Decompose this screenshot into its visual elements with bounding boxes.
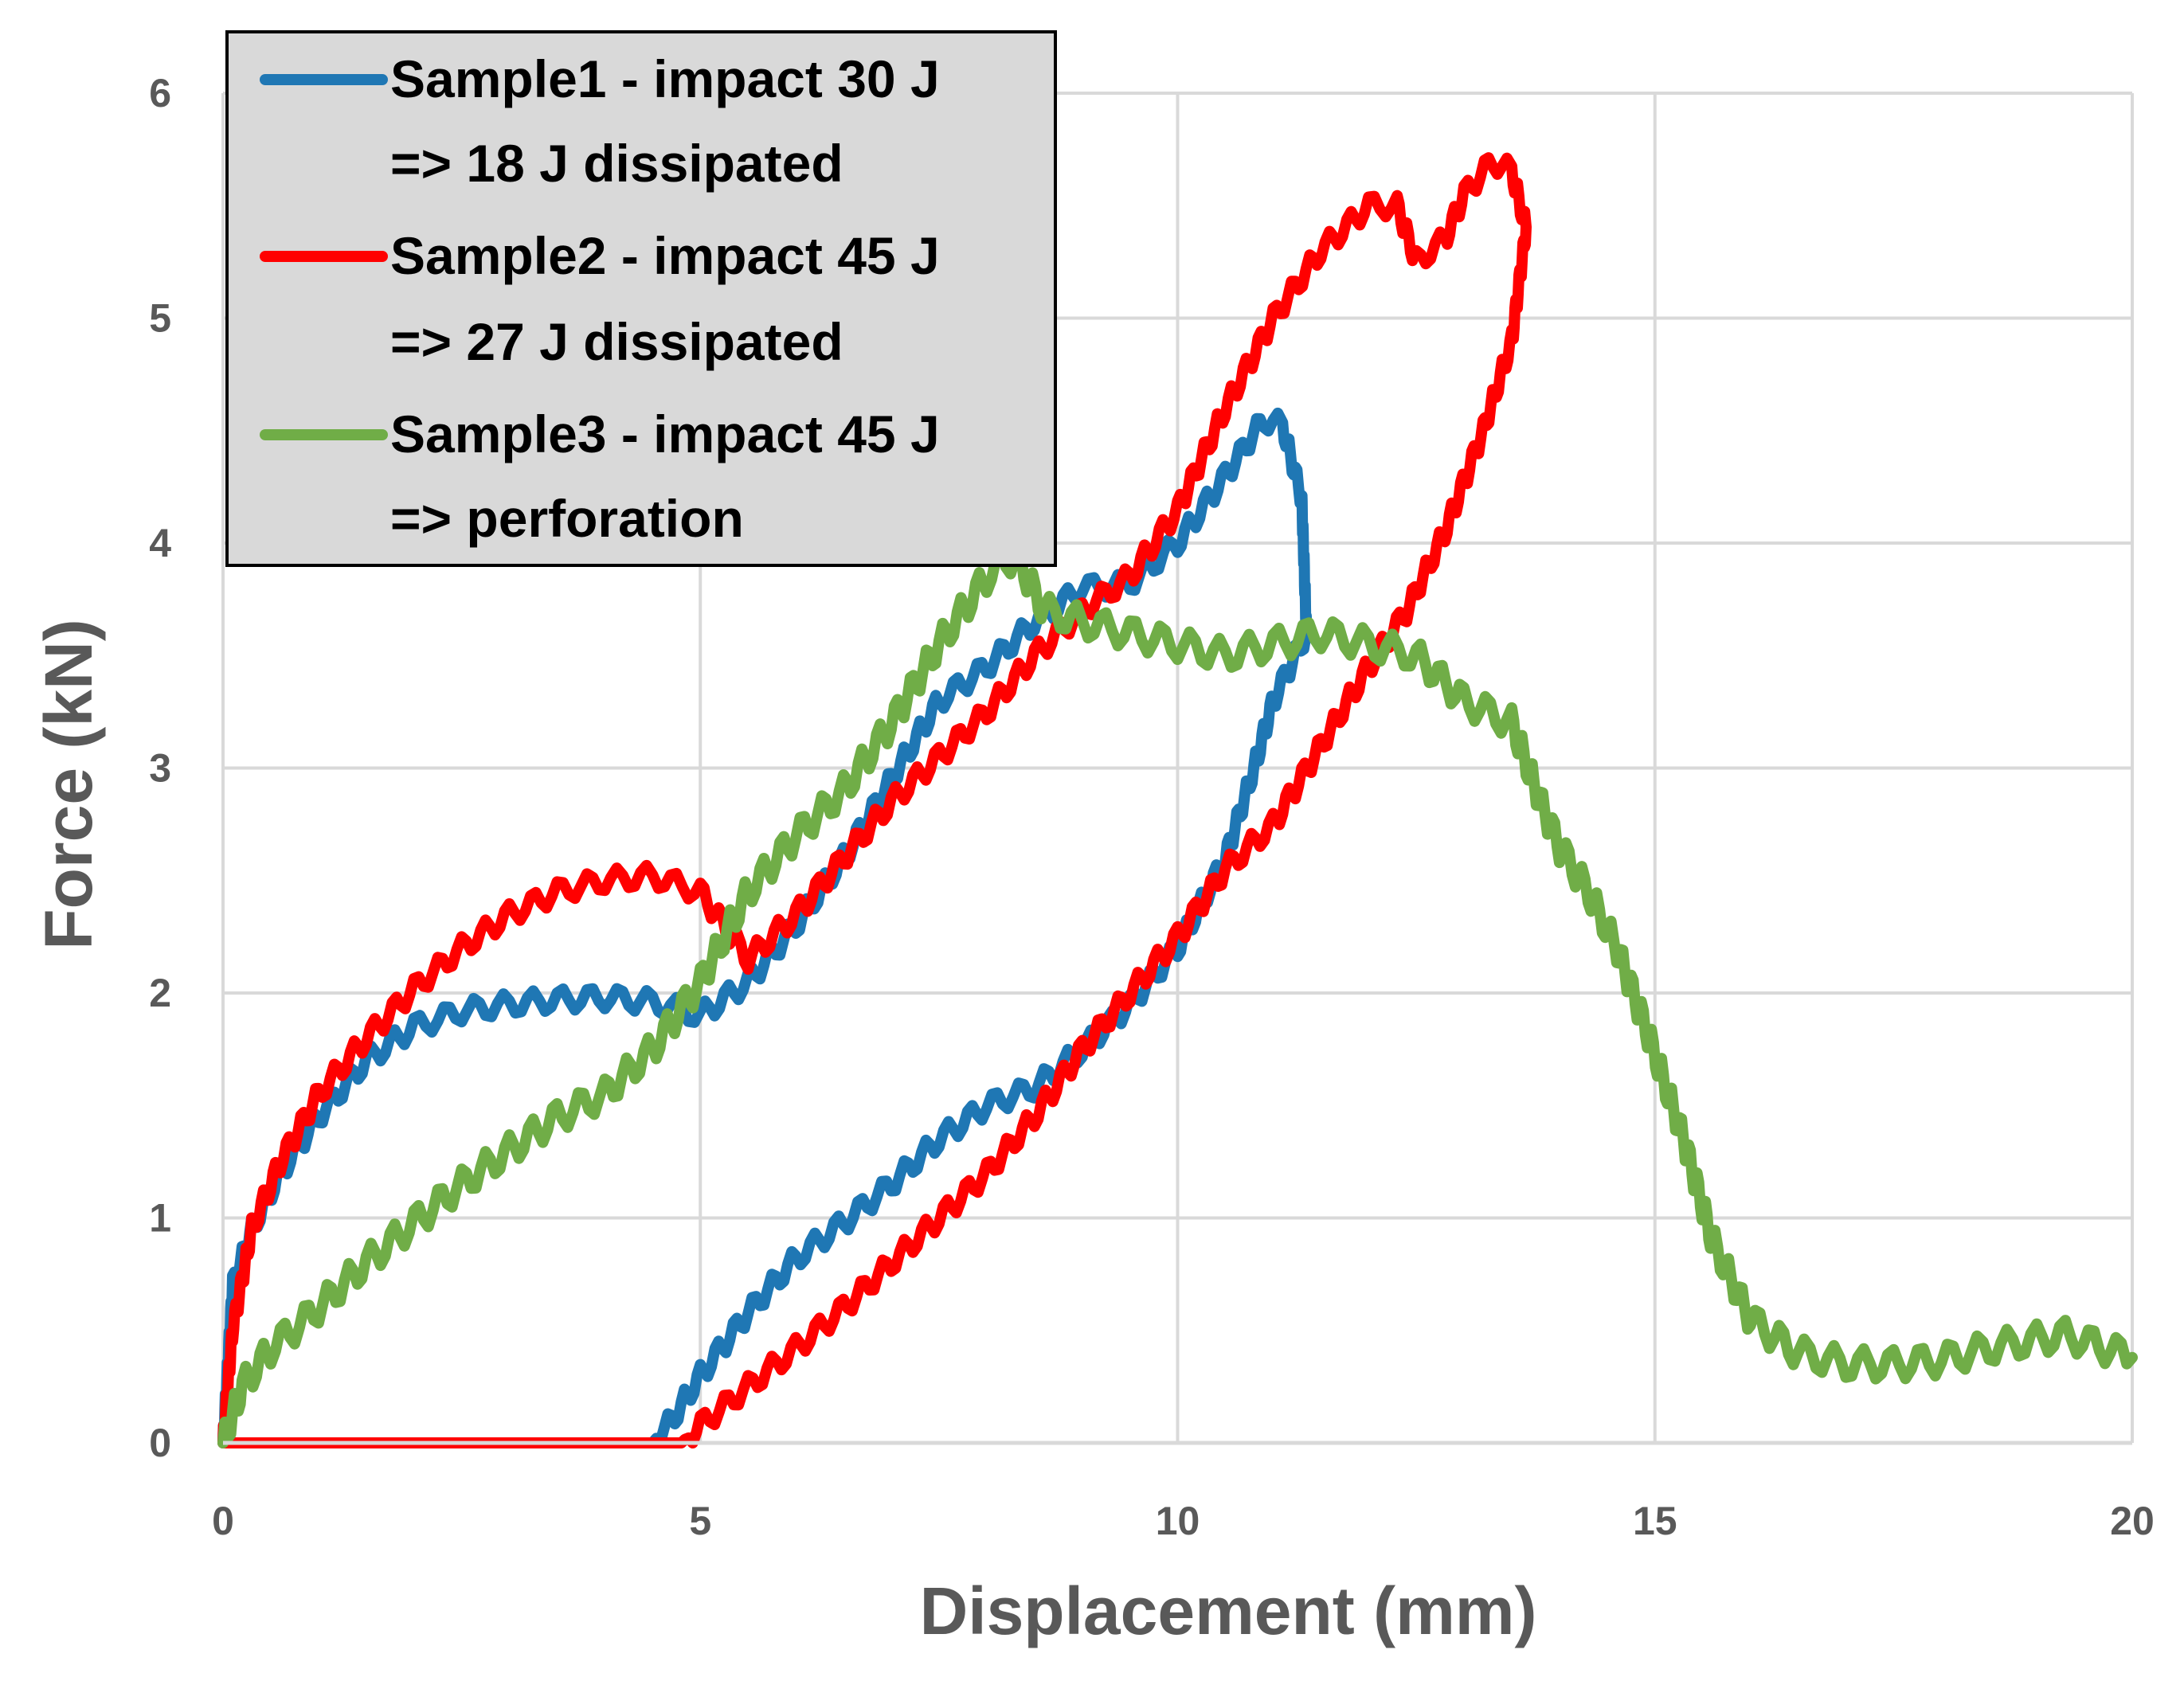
x-tick-label-4: 20 <box>2110 1499 2155 1543</box>
x-axis-title: Displacement (mm) <box>920 1573 1537 1648</box>
legend-box <box>225 30 1057 567</box>
legend-label-sample3-line2: => perforation <box>390 489 744 548</box>
series-line-sample2 <box>217 152 1532 1448</box>
x-tick-label-2: 10 <box>1156 1499 1200 1543</box>
y-tick-label-3: 3 <box>149 746 171 791</box>
legend: Sample1 - impact 30 J => 18 J dissipated… <box>225 30 1057 567</box>
legend-label-sample1: Sample1 - impact 30 J <box>390 49 940 108</box>
series-line-sample1 <box>217 407 1313 1448</box>
y-axis-title: Force (kN) <box>31 619 106 949</box>
legend-label-sample1-line2: => 18 J dissipated <box>390 134 843 193</box>
y-tick-label-5: 5 <box>149 296 171 341</box>
y-tick-label-6: 6 <box>149 71 171 115</box>
y-tick-label-0: 0 <box>149 1421 171 1465</box>
x-tick-label-0: 0 <box>212 1499 234 1543</box>
y-tick-label-4: 4 <box>149 521 171 565</box>
legend-label-sample3: Sample3 - impact 45 J <box>390 405 940 463</box>
series-layer <box>217 152 2138 1448</box>
y-tick-label-1: 1 <box>149 1196 171 1241</box>
legend-label-sample2-line2: => 27 J dissipated <box>390 312 843 371</box>
legend-label-sample2: Sample2 - impact 45 J <box>390 226 940 285</box>
x-tick-label-3: 15 <box>1633 1499 1677 1543</box>
y-tick-label-2: 2 <box>149 971 171 1015</box>
axes: 0 1 2 3 4 5 6 0 5 10 15 20 <box>149 71 2155 1543</box>
series-line-sample3 <box>217 540 2138 1448</box>
x-tick-label-1: 5 <box>689 1499 711 1543</box>
